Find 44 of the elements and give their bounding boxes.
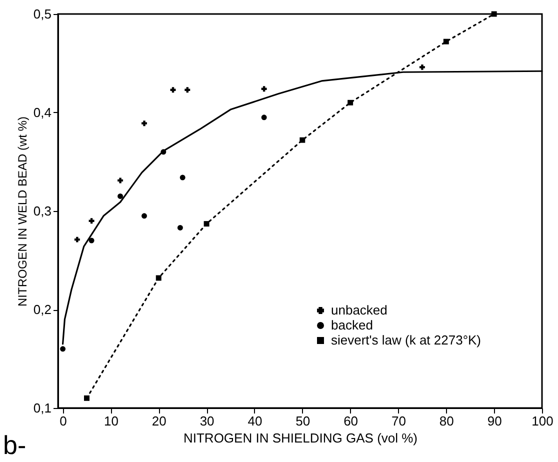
point <box>74 236 80 242</box>
point <box>156 275 162 281</box>
x-axis-title: NITROGEN IN SHIELDING GAS (vol %) <box>183 430 418 446</box>
point <box>60 346 66 352</box>
point <box>443 38 449 44</box>
y-tick-label: 0,5 <box>33 6 52 22</box>
point <box>419 64 425 70</box>
x-tick-label: 80 <box>439 414 454 428</box>
point <box>204 221 210 227</box>
x-tick-label: 40 <box>248 414 262 428</box>
x-tick-label: 60 <box>344 414 358 428</box>
point <box>300 137 306 143</box>
x-tick-label: 30 <box>200 414 214 428</box>
point <box>491 11 497 17</box>
point <box>142 213 147 219</box>
x-tick-label: 70 <box>392 414 406 428</box>
x-tick-label: 20 <box>152 414 166 428</box>
point <box>84 395 90 401</box>
x-tick-label: 0 <box>60 414 67 428</box>
point <box>348 100 354 106</box>
point <box>184 87 190 93</box>
point <box>88 218 94 224</box>
point <box>160 149 166 155</box>
point <box>88 238 94 244</box>
y-tick-label: 0,2 <box>33 302 52 317</box>
legend-label: unbacked <box>331 302 388 318</box>
text: b- <box>3 430 26 460</box>
point <box>142 120 147 126</box>
y-tick-label: 0,4 <box>33 105 52 120</box>
legend-label: sievert's law (k at 2273°K) <box>331 332 482 348</box>
y-tick-label: 0,3 <box>33 204 52 218</box>
point <box>180 174 186 180</box>
x-tick-label: 10 <box>104 414 118 428</box>
point <box>177 225 183 230</box>
y-axis-title: NITROGEN IN WELD BEAD (wt %) <box>15 116 30 307</box>
y-tick-label: 0,1 <box>33 400 52 416</box>
point <box>261 114 267 120</box>
x-tick-label: 50 <box>296 414 310 428</box>
x-tick-label: 100 <box>532 414 554 428</box>
point <box>118 193 124 199</box>
point <box>261 86 267 92</box>
point <box>118 178 124 184</box>
x-tick-label: 90 <box>487 414 502 428</box>
legend-label: backed <box>331 318 373 332</box>
